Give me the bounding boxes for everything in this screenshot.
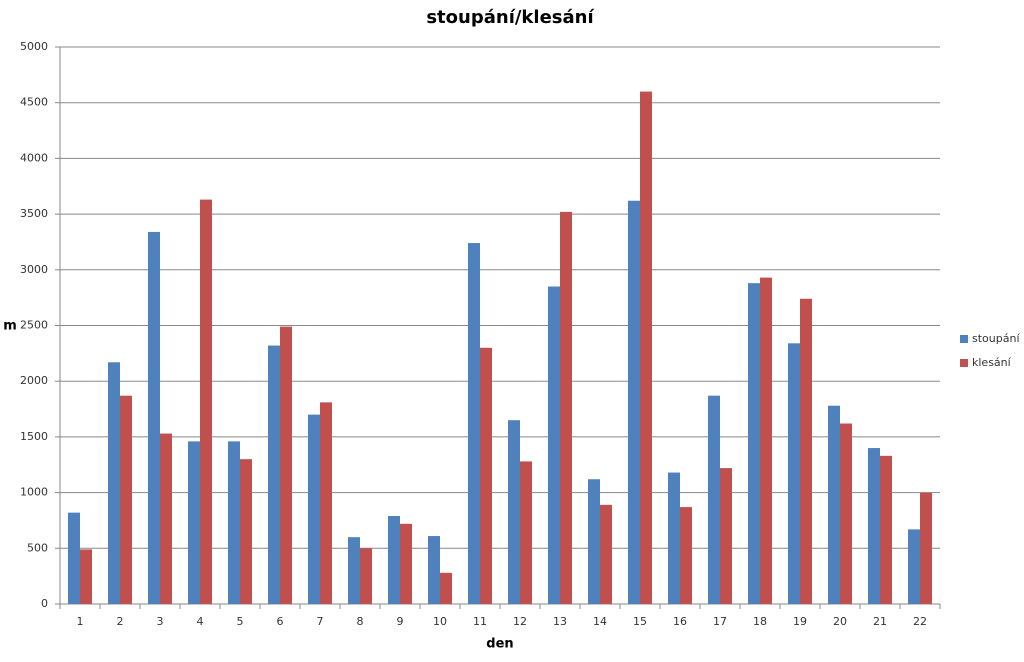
- bar: [428, 536, 440, 604]
- bar: [268, 345, 280, 604]
- bar: [600, 504, 612, 604]
- x-tick-label: 3: [157, 615, 164, 628]
- y-tick-label: 2000: [20, 374, 48, 387]
- bar: [708, 395, 720, 604]
- bar: [868, 448, 880, 604]
- x-tick-label: 16: [673, 615, 687, 628]
- bar: [480, 347, 492, 604]
- x-tick-label: 17: [713, 615, 727, 628]
- bar: [440, 572, 452, 604]
- y-tick-label: 1500: [20, 430, 48, 443]
- bar: [920, 492, 932, 604]
- bar: [388, 515, 400, 604]
- x-axis-title: den: [486, 637, 513, 652]
- y-tick-label: 1000: [20, 486, 48, 499]
- bar: [680, 507, 692, 604]
- bar: [228, 441, 240, 604]
- y-tick-label: 4500: [20, 96, 48, 109]
- y-tick-label: 5000: [20, 40, 48, 53]
- bar: [308, 414, 320, 604]
- bar: [668, 472, 680, 604]
- y-tick-label: 4000: [20, 151, 48, 164]
- bar: [240, 459, 252, 604]
- bar: [120, 395, 132, 604]
- x-tick-label: 5: [237, 615, 244, 628]
- bar: [748, 283, 760, 604]
- x-tick-label: 2: [117, 615, 124, 628]
- bar: [80, 549, 92, 604]
- bar: [108, 362, 120, 604]
- x-tick-label: 18: [753, 615, 767, 628]
- bar: [468, 243, 480, 604]
- x-tick-label: 10: [433, 615, 447, 628]
- x-tick-label: 7: [317, 615, 324, 628]
- x-tick-label: 14: [593, 615, 607, 628]
- bar: [628, 200, 640, 604]
- bar: [280, 326, 292, 604]
- bar: [188, 441, 200, 604]
- chart-title: stoupání/klesání: [426, 7, 594, 28]
- bar: [68, 512, 80, 604]
- y-tick-label: 3000: [20, 263, 48, 276]
- bar: [520, 461, 532, 604]
- bar: [880, 455, 892, 604]
- legend-swatch: [960, 335, 968, 343]
- x-tick-label: 22: [913, 615, 927, 628]
- x-tick-label: 9: [397, 615, 404, 628]
- bar: [400, 523, 412, 604]
- bar: [560, 211, 572, 604]
- bar: [760, 277, 772, 604]
- bar: [348, 537, 360, 604]
- bar: [548, 286, 560, 604]
- legend-label: klesání: [972, 356, 1012, 369]
- legend-label: stoupání: [972, 332, 1020, 345]
- x-tick-label: 6: [277, 615, 284, 628]
- x-tick-label: 8: [357, 615, 364, 628]
- x-tick-label: 13: [553, 615, 567, 628]
- bar: [508, 420, 520, 604]
- bar: [788, 343, 800, 604]
- bar: [320, 402, 332, 604]
- y-tick-label: 0: [41, 597, 48, 610]
- x-tick-label: 20: [833, 615, 847, 628]
- bar: [828, 405, 840, 604]
- y-axis-title: m: [3, 319, 17, 334]
- bar: [800, 298, 812, 604]
- y-tick-label: 3500: [20, 207, 48, 220]
- x-tick-label: 21: [873, 615, 887, 628]
- x-tick-label: 11: [473, 615, 487, 628]
- bar: [640, 91, 652, 604]
- x-tick-label: 15: [633, 615, 647, 628]
- bar: [360, 548, 372, 604]
- bar: [200, 199, 212, 605]
- bar: [588, 479, 600, 604]
- x-tick-label: 1: [77, 615, 84, 628]
- x-tick-label: 4: [197, 615, 204, 628]
- bar: [908, 529, 920, 604]
- bar: [720, 468, 732, 604]
- x-tick-label: 12: [513, 615, 527, 628]
- bar: [160, 433, 172, 604]
- bar: [840, 423, 852, 604]
- y-tick-label: 2500: [20, 319, 48, 332]
- legend-swatch: [960, 359, 968, 367]
- bar: [148, 231, 160, 604]
- y-tick-label: 500: [27, 541, 48, 554]
- x-tick-label: 19: [793, 615, 807, 628]
